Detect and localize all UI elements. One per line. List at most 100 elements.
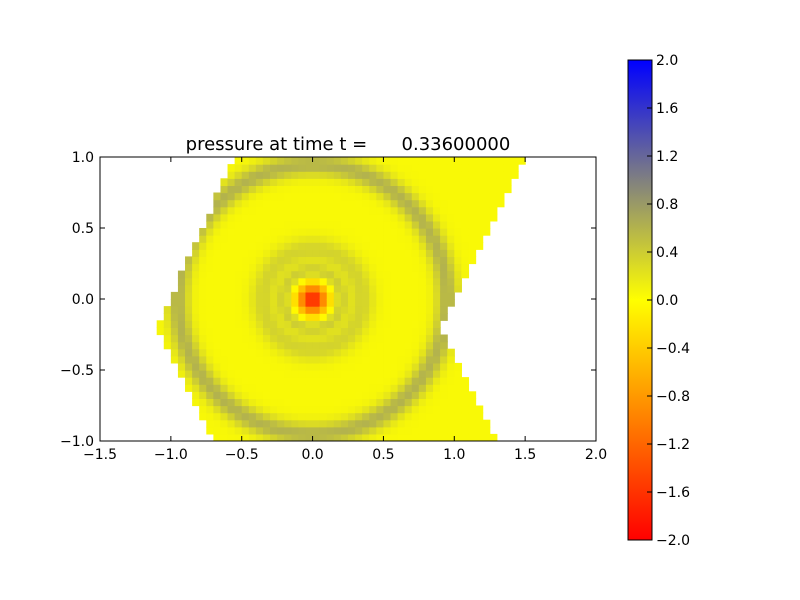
heatmap-cell (369, 370, 377, 378)
heatmap-cell (291, 228, 299, 236)
heatmap-cell (277, 306, 285, 314)
heatmap-cell (177, 306, 186, 314)
heatmap-cell (185, 384, 193, 392)
heatmap-cell (355, 405, 363, 414)
heatmap-cell (454, 277, 462, 286)
heatmap-cell (418, 341, 427, 350)
heatmap-cell (305, 412, 314, 421)
heatmap-cell (319, 277, 328, 286)
heatmap-cell (234, 284, 243, 293)
heatmap-cell (369, 270, 377, 279)
heatmap-cell (291, 306, 299, 314)
heatmap-cell (447, 412, 455, 421)
heatmap-cell (206, 249, 214, 257)
heatmap-cell (312, 157, 321, 165)
heatmap-cell (291, 299, 299, 307)
heatmap-cell (270, 306, 278, 314)
heatmap-cell (454, 284, 462, 293)
heatmap-cell (461, 192, 470, 201)
heatmap-cell (383, 249, 392, 257)
heatmap-cell (185, 291, 193, 300)
heatmap-cell (255, 199, 264, 208)
heatmap-cell (397, 433, 406, 441)
heatmap-cell (390, 206, 399, 215)
heatmap-cell (348, 299, 356, 307)
heatmap-cell (305, 419, 314, 428)
heatmap-cell (348, 320, 356, 328)
heatmap-cell (199, 384, 207, 392)
heatmap-cell (298, 192, 307, 201)
heatmap-cell (319, 235, 328, 243)
heatmap-cell (326, 284, 335, 293)
heatmap-cell (277, 235, 285, 243)
heatmap-cell (255, 377, 264, 385)
heatmap-cell (227, 306, 236, 314)
heatmap-cell (376, 306, 385, 314)
heatmap-cell (482, 157, 491, 165)
heatmap-cell (418, 377, 427, 385)
heatmap-cell (213, 291, 222, 300)
heatmap-cell (262, 192, 271, 201)
heatmap-cell (390, 398, 399, 407)
heatmap-cell (177, 334, 186, 343)
heatmap-cell (390, 433, 399, 441)
colorbar-tick-label: −0.4 (656, 341, 690, 357)
heatmap-cell (362, 370, 370, 378)
heatmap-cell (369, 320, 377, 328)
heatmap-cell (234, 306, 243, 314)
heatmap-cell (418, 412, 427, 421)
heatmap-cell (461, 270, 470, 279)
heatmap-cell (390, 192, 399, 201)
heatmap-cell (383, 433, 392, 441)
heatmap-cell (390, 405, 399, 414)
heatmap-cell (404, 213, 413, 222)
heatmap-cell (305, 398, 314, 407)
heatmap-cell (255, 277, 264, 286)
heatmap-cell (220, 235, 229, 243)
colorbar-axis: 2.01.61.20.80.40.0−0.4−0.8−1.2−1.6−2.0 (647, 53, 690, 549)
heatmap-cell (425, 299, 434, 307)
heatmap-cell (433, 270, 441, 279)
heatmap-cell (312, 320, 321, 328)
heatmap-cell (475, 412, 484, 421)
heatmap-cell (418, 213, 427, 222)
heatmap-cell (482, 426, 491, 435)
heatmap-cell (199, 284, 207, 293)
heatmap-cell (411, 348, 420, 357)
heatmap-cell (397, 419, 406, 428)
heatmap-cell (468, 419, 477, 428)
heatmap-cell (206, 242, 214, 250)
heatmap-cell (241, 157, 250, 165)
colorbar-tick-label: 1.2 (656, 149, 678, 165)
heatmap-cell (369, 164, 377, 172)
heatmap-cell (482, 206, 491, 215)
heatmap-cell (192, 377, 200, 385)
heatmap-cell (397, 426, 406, 435)
heatmap-cell (390, 164, 399, 172)
heatmap-cell (234, 419, 243, 428)
heatmap-cell (170, 355, 179, 364)
heatmap-cell (411, 220, 420, 229)
heatmap-cell (433, 171, 441, 179)
heatmap-cell (369, 433, 377, 441)
heatmap-cell (461, 242, 470, 250)
heatmap-cell (284, 206, 292, 215)
heatmap-cell (433, 334, 441, 343)
heatmap-cell (206, 228, 214, 236)
heatmap-cell (440, 291, 448, 300)
heatmap-cell (185, 370, 193, 378)
heatmap-cell (248, 242, 257, 250)
heatmap-cell (397, 313, 406, 321)
heatmap-cell (362, 433, 370, 441)
heatmap-cell (326, 277, 335, 286)
heatmap-cell (248, 220, 257, 229)
heatmap-cell (305, 370, 314, 378)
heatmap-cell (447, 235, 455, 243)
heatmap-cell (241, 242, 250, 250)
heatmap-cell (319, 206, 328, 215)
heatmap-cell (404, 242, 413, 250)
heatmap-cell (270, 313, 278, 321)
heatmap-cell (433, 291, 441, 300)
heatmap-cell (270, 370, 278, 378)
heatmap-cell (206, 419, 214, 428)
